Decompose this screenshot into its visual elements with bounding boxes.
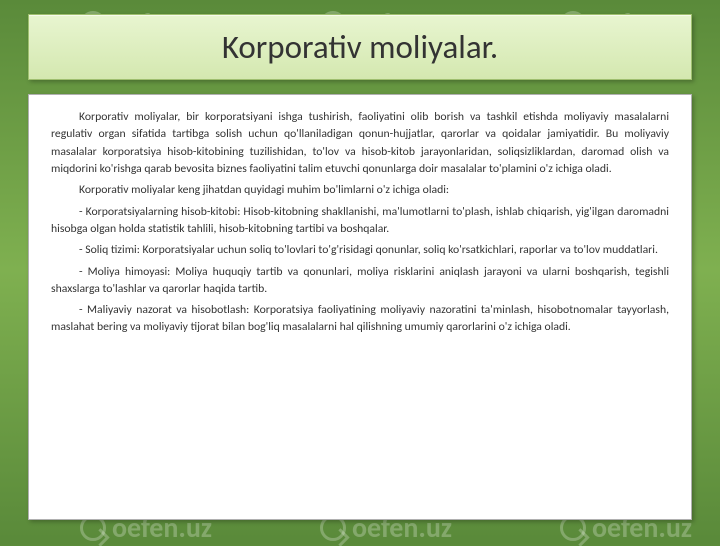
body-paragraph: - Korporatsiyalarning hisob-kitobi: Hiso… [51, 204, 669, 239]
body-paragraph: Korporativ moliyalar, bir korporatsiyani… [51, 109, 669, 178]
body-paragraph: - Moliya himoyasi: Moliya huquqiy tartib… [51, 264, 669, 299]
body-paragraph: Korporativ moliyalar keng jihatdan quyid… [51, 182, 669, 199]
title-box: Korporativ moliyalar. [28, 14, 692, 80]
body-paragraph: - Maliyaviy nazorat va hisobotlash: Korp… [51, 302, 669, 337]
body-paragraph: - Soliq tizimi: Korporatsiyalar uchun so… [51, 242, 669, 259]
slide-title: Korporativ moliyalar. [222, 27, 498, 67]
content-box: Korporativ moliyalar, bir korporatsiyani… [28, 94, 692, 520]
